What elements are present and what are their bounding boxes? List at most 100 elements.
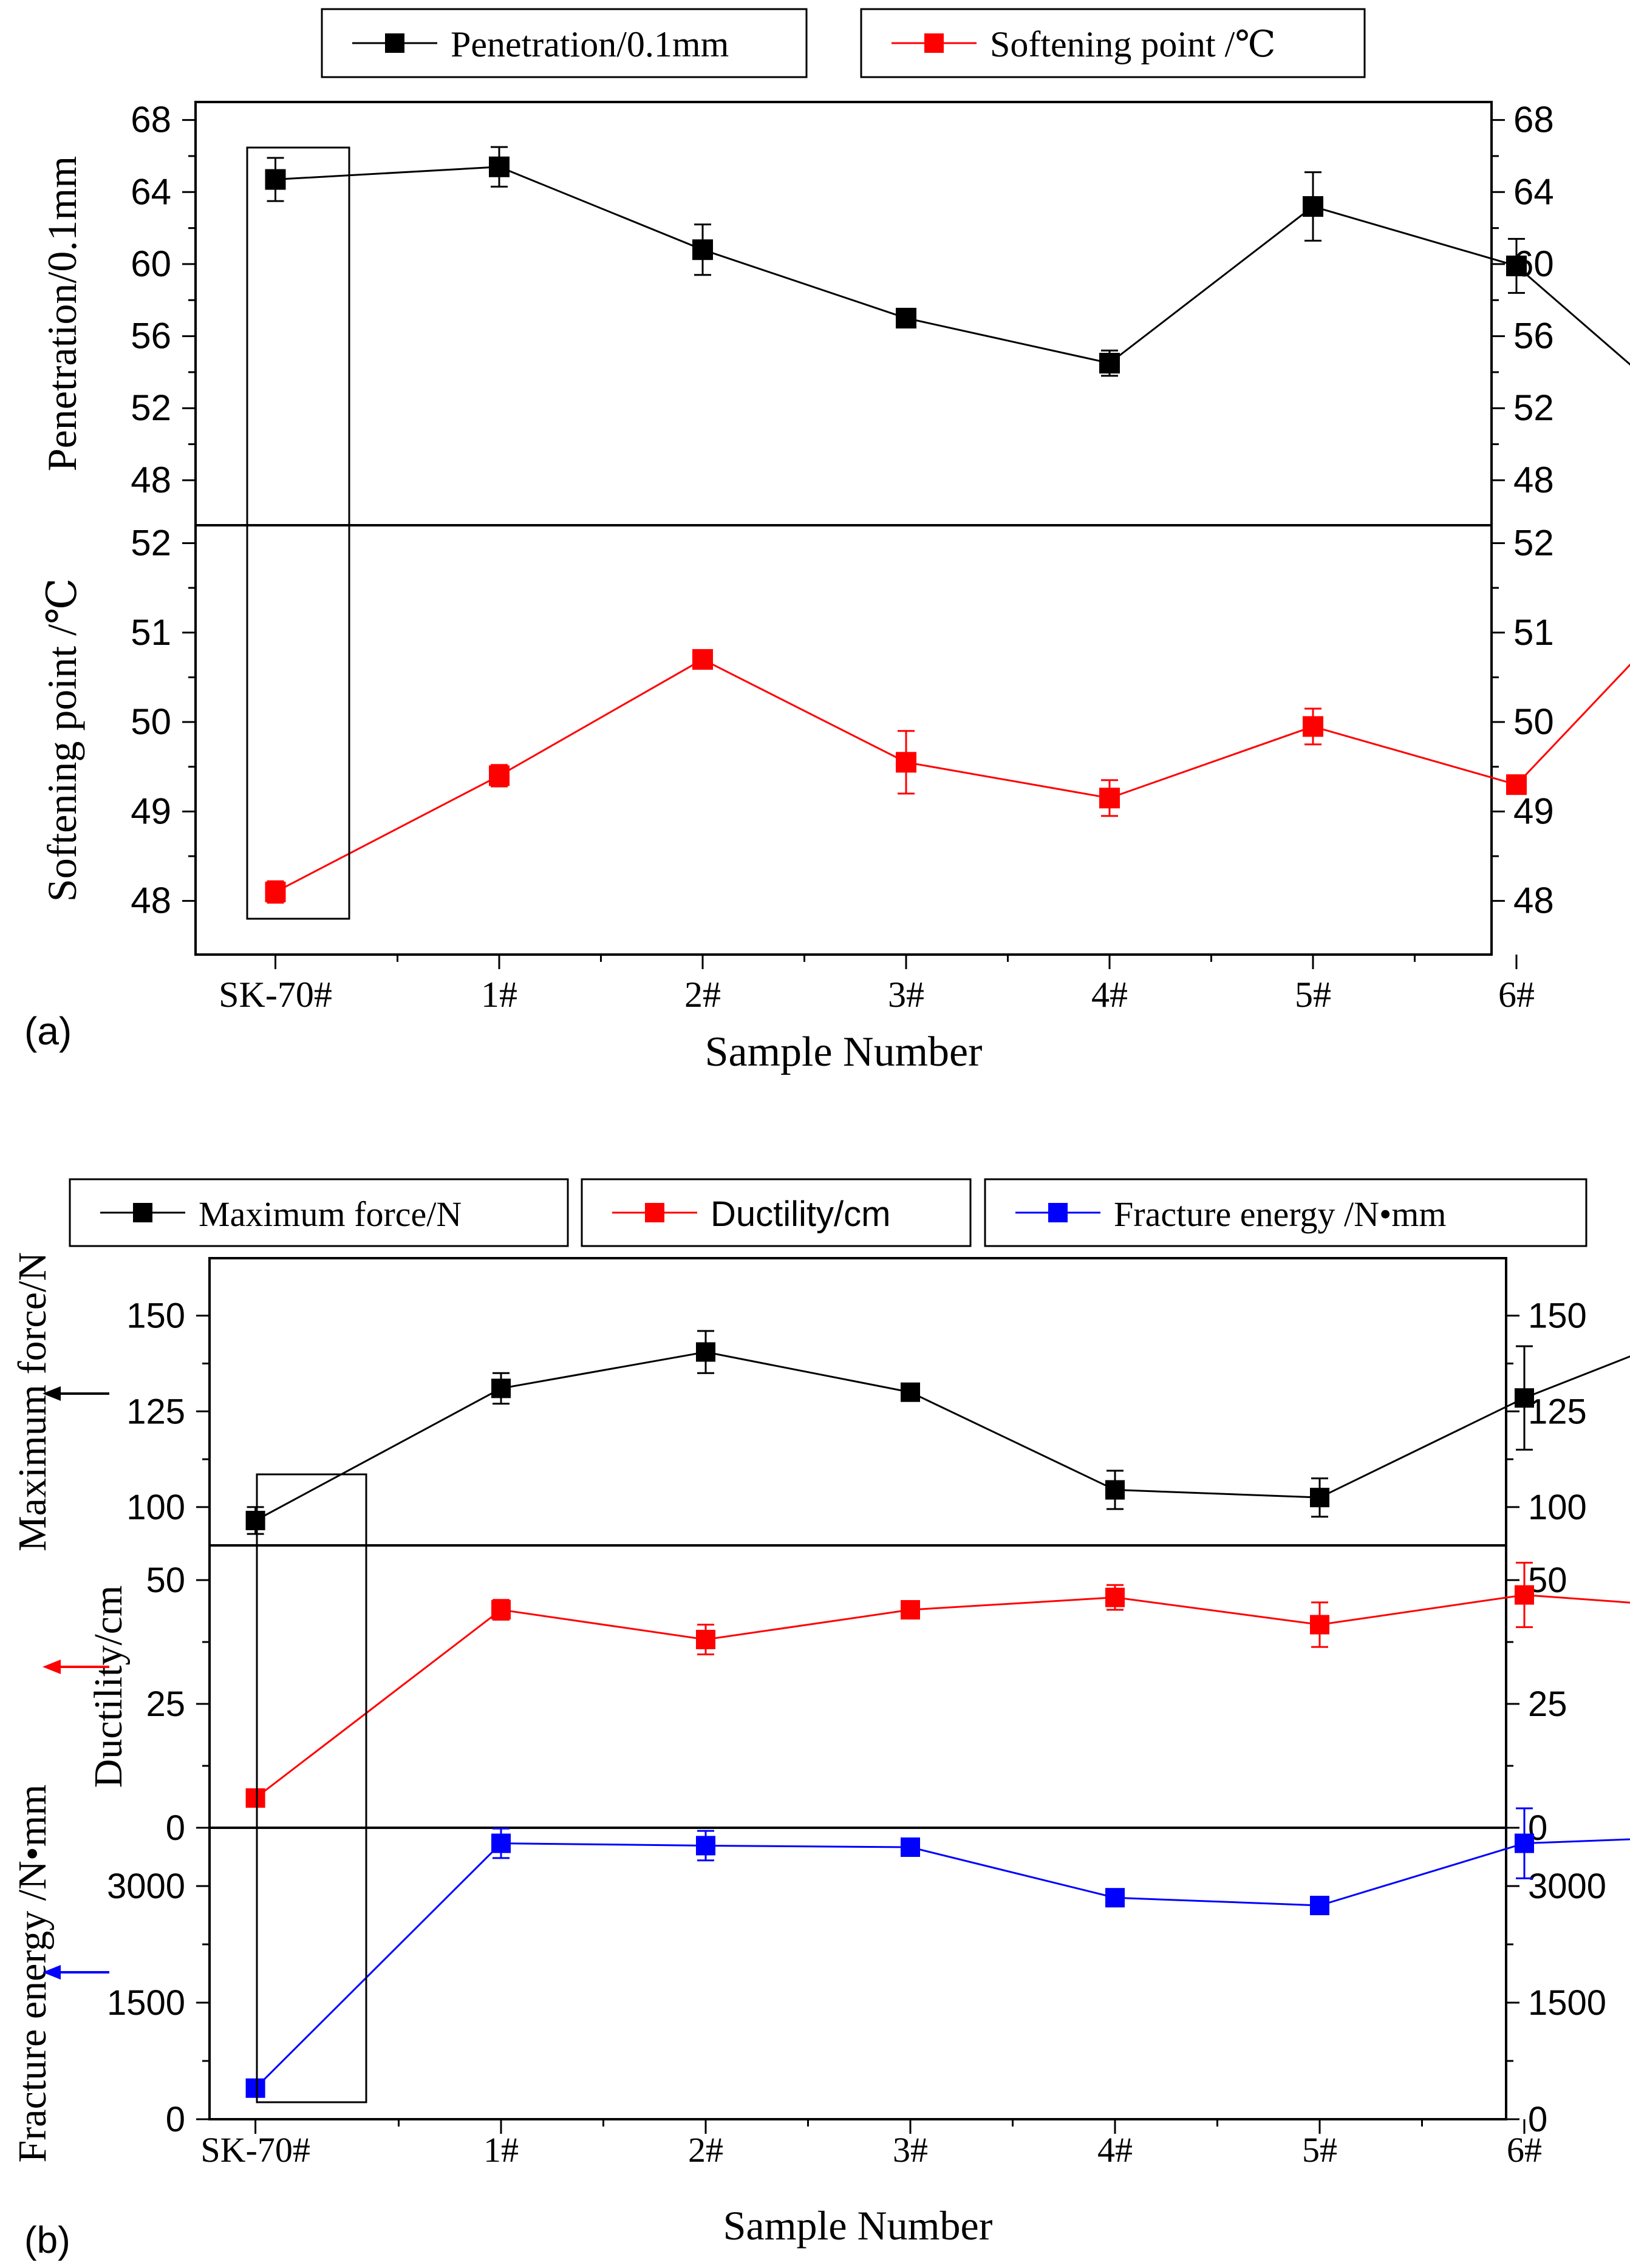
data-point — [245, 1788, 265, 1808]
legend-box — [321, 8, 808, 78]
legend-marker — [133, 1203, 152, 1222]
x-tick-label: 1# — [481, 975, 517, 1015]
x-tick-label: 4# — [1097, 2130, 1133, 2170]
x-tick-label: 5# — [1302, 2130, 1337, 2170]
data-point — [489, 765, 510, 786]
y-axis-label: Penetration/0.1mm — [39, 156, 85, 471]
y-tick-label-left: 125 — [126, 1392, 185, 1431]
x-tick-label: SK-70# — [219, 975, 332, 1015]
x-tick-label: SK-70# — [200, 2130, 310, 2170]
x-tick-label: 1# — [483, 2130, 519, 2170]
x-tick-label: 2# — [684, 975, 721, 1015]
legend-box — [860, 8, 1366, 78]
x-tick-label: 3# — [893, 2130, 928, 2170]
data-point — [696, 1342, 715, 1362]
data-point — [901, 1837, 920, 1857]
legend-marker — [1048, 1203, 1068, 1222]
legend-label: Ductility/cm — [711, 1194, 890, 1234]
legend-marker — [924, 33, 944, 53]
series-line — [254, 1350, 1630, 1522]
y-tick-label-left: 68 — [131, 100, 171, 140]
series-line — [254, 1594, 1630, 1799]
y-tick-label-left: 52 — [131, 387, 171, 428]
data-point — [696, 1630, 715, 1649]
data-point — [692, 649, 713, 670]
y-axis-label: Maximum force/N — [10, 1252, 55, 1551]
y-axis-label: Softening point /℃ — [39, 578, 85, 902]
data-point — [1515, 1388, 1534, 1408]
highlight-box — [246, 146, 350, 920]
plot-frame — [194, 101, 1493, 956]
y-tick-label-right: 52 — [1513, 387, 1554, 428]
data-point — [1506, 255, 1527, 276]
x-axis-label: Sample Number — [723, 2202, 993, 2249]
data-point — [1310, 1896, 1329, 1915]
data-point — [1303, 716, 1323, 737]
y-tick-label-right: 50 — [1528, 1561, 1567, 1600]
data-point — [1310, 1488, 1329, 1508]
y-tick-label-left: 48 — [131, 460, 171, 500]
axis-arrow-head — [43, 1386, 61, 1401]
axis-arrow-head — [43, 1660, 61, 1674]
panel-label: (b) — [24, 2219, 70, 2261]
y-tick-label-right: 68 — [1513, 100, 1554, 140]
x-tick-label: 2# — [688, 2130, 723, 2170]
y-tick-label-right: 48 — [1513, 460, 1554, 500]
y-tick-label-left: 50 — [146, 1561, 185, 1600]
x-tick-label: 5# — [1295, 975, 1331, 1015]
x-tick-label: 6# — [1498, 975, 1535, 1015]
data-point — [1303, 196, 1323, 217]
y-tick-label-right: 100 — [1528, 1488, 1587, 1527]
y-tick-label-right: 25 — [1528, 1684, 1567, 1724]
y-tick-label-right: 64 — [1513, 171, 1554, 212]
data-point — [896, 307, 916, 329]
x-tick-label: 3# — [888, 975, 924, 1015]
legend-box — [581, 1178, 972, 1247]
y-tick-label-right: 50 — [1513, 701, 1554, 742]
data-point — [265, 881, 286, 902]
panel-b: Maximum force/N Ductility/cm Fracture ener… — [10, 1178, 1630, 2261]
y-tick-label-right: 150 — [1528, 1296, 1587, 1336]
data-point — [491, 1833, 511, 1853]
legend-label: Penetration/0.1mm — [451, 24, 729, 64]
x-axis-label: Sample Number — [705, 1029, 983, 1075]
y-tick-label-left: 56 — [131, 316, 171, 356]
data-point — [489, 156, 510, 177]
y-tick-label-left: 25 — [146, 1684, 185, 1724]
y-tick-label-right: 1500 — [1528, 1983, 1606, 2023]
series-line — [275, 166, 1630, 366]
x-tick-label: 6# — [1507, 2130, 1542, 2170]
data-point — [245, 2078, 265, 2098]
y-tick-label-left: 52 — [131, 522, 171, 563]
y-tick-label-left: 1500 — [107, 1983, 185, 2023]
data-point — [1099, 788, 1120, 809]
y-tick-label-left: 64 — [131, 171, 171, 212]
highlight-box — [256, 1473, 367, 2103]
y-tick-label-right: 56 — [1513, 316, 1554, 356]
data-point — [696, 1836, 715, 1856]
y-tick-label-left: 150 — [126, 1296, 185, 1336]
legend-marker — [385, 33, 404, 53]
y-tick-label-left: 50 — [131, 701, 171, 742]
y-tick-label-right: 125 — [1528, 1392, 1587, 1431]
y-tick-label-right: 52 — [1513, 522, 1554, 563]
y-tick-label-right: 3000 — [1528, 1867, 1606, 1906]
legend-box — [69, 1178, 569, 1247]
y-tick-label-left: 60 — [131, 243, 171, 284]
y-tick-label-left: 48 — [131, 880, 171, 921]
x-tick-label: 4# — [1091, 975, 1128, 1015]
panel-label: (a) — [24, 1009, 72, 1053]
legend-marker — [645, 1203, 664, 1222]
plot-frame — [208, 1257, 1507, 2120]
y-tick-label-right: 51 — [1513, 612, 1554, 653]
legend-label: Softening point /℃ — [990, 24, 1275, 64]
data-point — [901, 1382, 920, 1402]
data-point — [692, 239, 713, 261]
data-point — [1310, 1615, 1329, 1635]
data-point — [1515, 1833, 1534, 1853]
legend-label: Fracture energy /N•mm — [1114, 1194, 1447, 1234]
data-point — [1105, 1888, 1125, 1908]
y-tick-label-left: 49 — [131, 791, 171, 831]
axis-arrow-head — [43, 1965, 61, 1980]
